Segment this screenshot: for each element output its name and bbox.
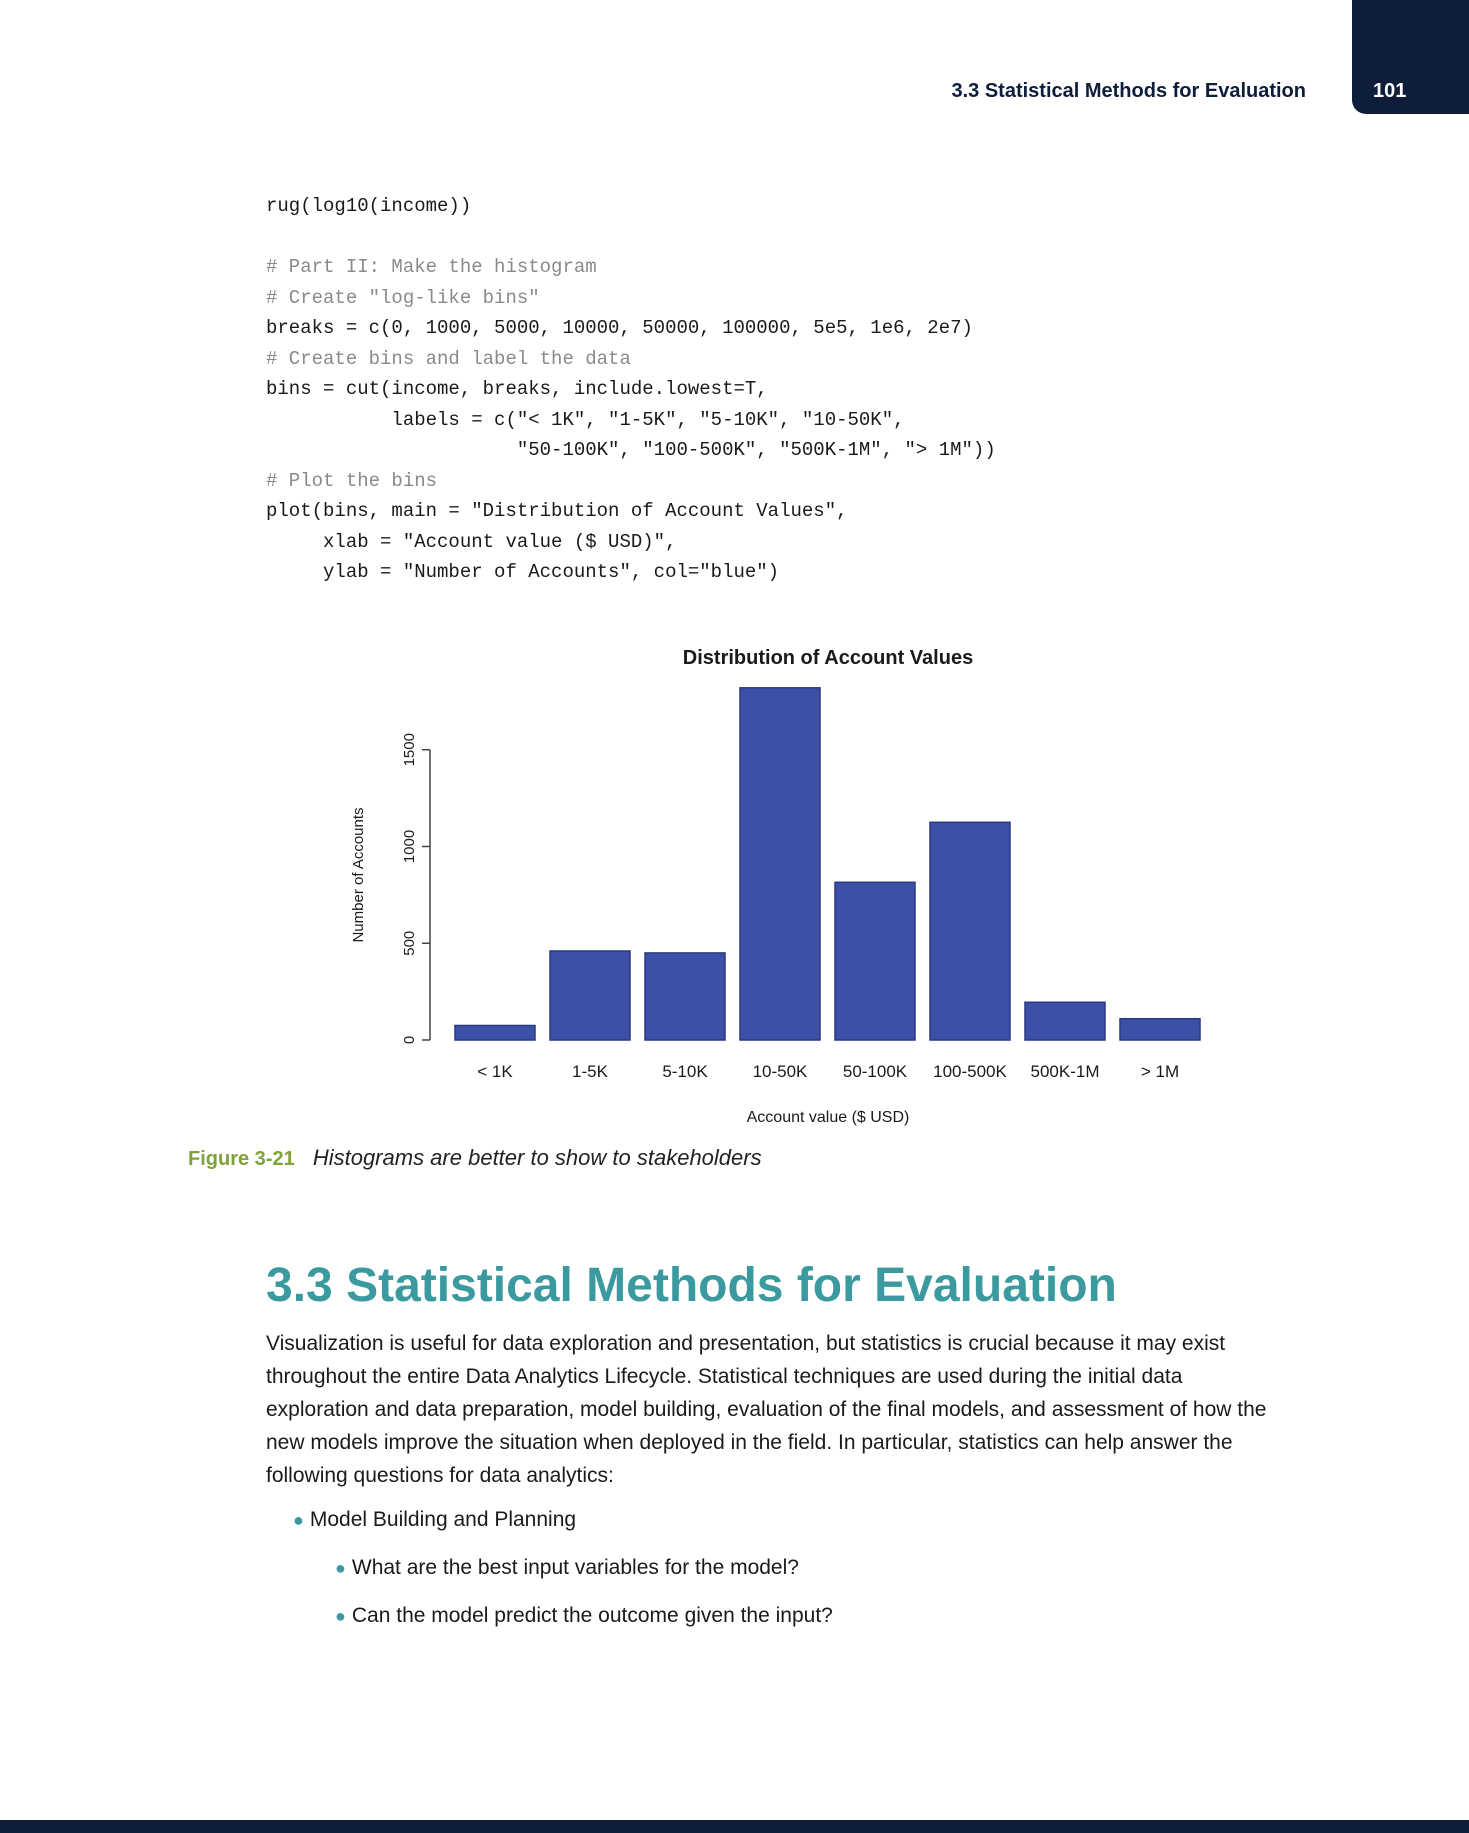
code-comment-line: # Create "log-like bins" [266,286,540,309]
bullet-dot-icon: ● [335,1606,346,1626]
chart-y-axis-label: Number of Accounts [350,807,367,942]
bottom-bar [0,1820,1469,1833]
running-head: 3.3 Statistical Methods for Evaluation [951,80,1306,102]
bar-5 [929,821,1011,1041]
bar-3 [739,687,821,1041]
figure-label: Figure 3-21 [188,1148,295,1170]
code-line: rug(log10(income)) [266,195,472,217]
code-line: labels = c("< 1K", "1-5K", "5-10K", "10-… [266,408,905,431]
y-tick-label: 1500 [401,733,418,766]
bar-7 [1119,1017,1201,1041]
page-tab [1352,0,1469,114]
chart-bars [454,687,1201,1041]
code-comment-line: # Plot the bins [266,469,438,492]
page-number: 101 [1373,80,1407,102]
code-line: ylab = "Number of Accounts", col="blue") [266,561,780,583]
chart-title: Distribution of Account Values [683,647,973,669]
x-tick-label: < 1K [477,1062,513,1081]
bar-2 [644,952,726,1041]
chart-x-tick-labels: < 1K 1-5K 5-10K 10-50K 50-100K 100-500K 500K-1… [477,1062,1179,1081]
bullet-text: What are the best input variables for th… [351,1556,799,1579]
x-tick-label: 1-5K [572,1062,609,1081]
bullet-item: ● What are the best input variables for t… [335,1556,799,1580]
body-paragraph: Visualization is useful for data explora… [266,1332,1267,1487]
x-tick-label: 500K-1M [1031,1062,1100,1081]
y-tick-label: 1000 [401,830,418,863]
section-heading: 3.3 Statistical Methods for Evaluation [266,1259,1117,1312]
y-tick-label: 500 [401,931,418,956]
code-line: bins = cut(income, breaks, include.lowes… [266,378,768,400]
y-tick-label: 0 [401,1036,418,1044]
code-comment-line: # Part II: Make the histogram [266,256,597,278]
x-tick-label: > 1M [1141,1062,1179,1081]
bar-6 [1024,1001,1106,1041]
code-line: plot(bins, main = "Distribution of Accou… [266,500,848,522]
bar-4 [834,881,916,1041]
x-tick-label: 100-500K [933,1062,1007,1081]
figure-caption-text: Histograms are better to show to stakeho… [312,1145,762,1170]
code-line: breaks = c(0, 1000, 5000, 10000, 50000, … [266,317,973,339]
bullet-text: Can the model predict the outcome given … [351,1604,833,1627]
code-line: "50-100K", "100-500K", "500K-1M", "> 1M"… [266,439,996,461]
bar-1 [549,950,631,1041]
chart-y-axis: 0 500 1000 1500 [401,733,431,1044]
bullet-item: ● Model Building and Planning [293,1508,576,1532]
code-line [266,222,996,253]
bullet-dot-icon: ● [293,1510,304,1530]
code-line: xlab = "Account value ($ USD)", [266,530,677,553]
bar-0 [454,1024,536,1041]
bullet-dot-icon: ● [335,1558,346,1578]
chart-x-axis-label: Account value ($ USD) [747,1109,910,1126]
bullet-text: Model Building and Planning [309,1508,577,1531]
figure-caption: Figure 3-21 Histograms are better to sho… [188,1145,762,1171]
code-comment-line: # Create bins and label the data [266,347,631,370]
x-tick-label: 10-50K [753,1062,808,1081]
histogram-chart: Distribution of Account Values Number of… [350,647,1201,1126]
x-tick-label: 50-100K [843,1062,908,1081]
bullet-item: ● Can the model predict the outcome given… [335,1604,833,1628]
x-tick-label: 5-10K [662,1062,708,1081]
code-block: rug(log10(income)) # Part II: Make the hi… [266,191,996,588]
